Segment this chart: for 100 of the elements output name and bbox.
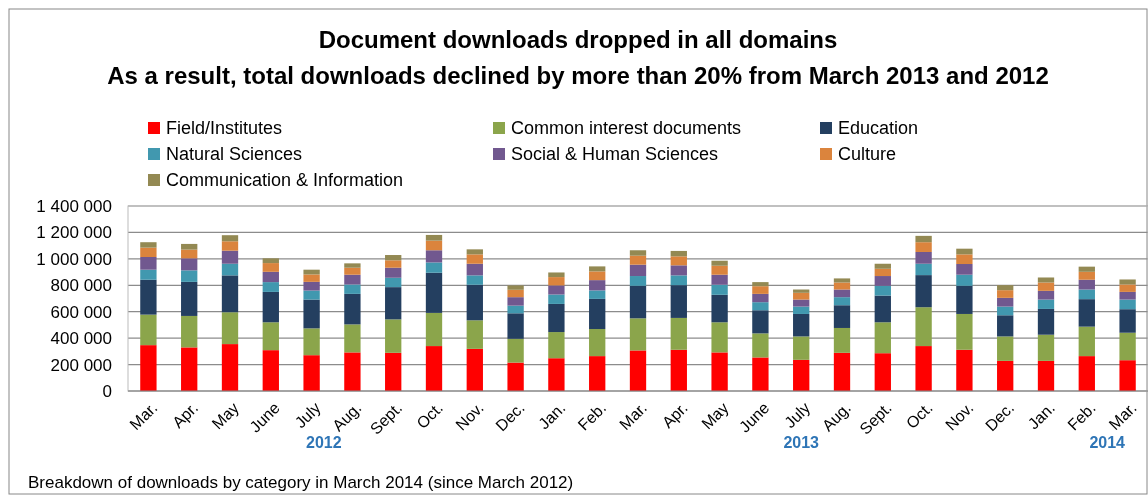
- bar: [997, 290, 1014, 298]
- bar: [425, 240, 443, 251]
- bar: [221, 275, 239, 313]
- bar: [344, 293, 361, 325]
- x-tick-label: Nov.: [452, 399, 487, 434]
- bar: [466, 348, 483, 391]
- legend-label: Communication & Information: [166, 170, 404, 190]
- bar: [507, 313, 524, 339]
- bar: [181, 258, 198, 271]
- bar: [874, 285, 891, 296]
- bar: [385, 277, 402, 288]
- text: 2014: [1089, 434, 1126, 451]
- bar: [670, 265, 687, 276]
- bar: [629, 255, 647, 265]
- bar: [1078, 271, 1095, 280]
- chart-subtitle: As a result, total downloads declined by more than 20% from March 2013 and 2012: [107, 62, 1049, 89]
- y-tick-label: 0: [102, 381, 112, 401]
- bar: [425, 262, 443, 273]
- bar: [956, 285, 973, 314]
- bar: [915, 242, 932, 252]
- bar: [874, 263, 891, 269]
- x-tick-label: Nov.: [942, 399, 977, 434]
- bar: [956, 254, 973, 265]
- x-tick-label: July: [291, 399, 324, 432]
- bar: [303, 328, 320, 356]
- bar: [507, 289, 524, 298]
- bar: [670, 317, 687, 350]
- x-tick-label: Aug.: [329, 399, 365, 435]
- bar: [385, 319, 402, 353]
- bar: [711, 352, 728, 391]
- bar: [589, 271, 606, 281]
- legend-label: Education: [838, 118, 919, 138]
- bar: [711, 294, 728, 323]
- bar: [833, 278, 851, 283]
- bar: [181, 249, 198, 259]
- x-tick-label: Mar.: [616, 399, 651, 434]
- bar: [1037, 277, 1055, 283]
- bar: [629, 285, 647, 319]
- bar: [344, 352, 361, 391]
- x-tick-label: Dec.: [981, 399, 1018, 435]
- bar: [752, 302, 769, 311]
- bar: [548, 303, 565, 333]
- bar: [589, 280, 606, 291]
- bar: [793, 306, 810, 314]
- bar: [1119, 291, 1136, 300]
- bar: [1037, 334, 1055, 361]
- bar: [140, 269, 157, 280]
- bar: [752, 333, 769, 358]
- bar: [181, 315, 198, 348]
- bar: [140, 242, 157, 248]
- bar: [793, 313, 810, 337]
- bar: [711, 322, 728, 353]
- y-tick-label: 400 000: [50, 329, 112, 349]
- bar: [833, 327, 851, 353]
- bar: [303, 355, 320, 391]
- bar: [670, 250, 687, 257]
- bar: [956, 264, 973, 275]
- bar: [1119, 279, 1136, 285]
- bar: [466, 320, 483, 349]
- bar: [262, 258, 279, 264]
- bar: [711, 265, 728, 275]
- x-tick-label: May: [208, 399, 243, 433]
- bar: [303, 274, 320, 282]
- bar: [1078, 299, 1095, 327]
- bar: [466, 275, 483, 285]
- y-tick-label: 800 000: [50, 276, 112, 296]
- bar: [629, 264, 647, 277]
- bar: [425, 346, 443, 391]
- bar: [956, 313, 973, 350]
- bar: [507, 285, 524, 290]
- bar: [997, 285, 1014, 291]
- chart-title: Document downloads dropped in all domains: [318, 26, 838, 53]
- x-tick-label: Mar.: [126, 399, 161, 434]
- bar: [833, 352, 851, 391]
- bar: [507, 297, 524, 306]
- bar: [833, 289, 851, 298]
- bar: [670, 256, 687, 266]
- x-tick-label: Oct.: [413, 399, 447, 432]
- bar: [221, 250, 239, 264]
- bar: [548, 358, 565, 391]
- bar: [262, 291, 279, 323]
- x-tick-label: Feb.: [1064, 399, 1099, 434]
- y-tick-label: 1 400 000: [36, 196, 112, 216]
- bar: [221, 241, 239, 251]
- bar: [752, 357, 769, 391]
- bar: [589, 329, 606, 357]
- bar: [1078, 289, 1095, 300]
- legend-label: Culture: [838, 144, 897, 164]
- bar: [140, 279, 157, 315]
- x-tick-label: Jan.: [1024, 399, 1059, 433]
- bar: [629, 276, 647, 286]
- bar: [915, 251, 932, 264]
- y-tick-label: 600 000: [50, 302, 112, 322]
- bar: [752, 293, 769, 303]
- bar: [385, 287, 402, 320]
- bar: [874, 322, 891, 354]
- bar: [303, 281, 320, 291]
- bar: [1078, 356, 1095, 391]
- bar: [181, 243, 198, 250]
- bar: [262, 271, 279, 283]
